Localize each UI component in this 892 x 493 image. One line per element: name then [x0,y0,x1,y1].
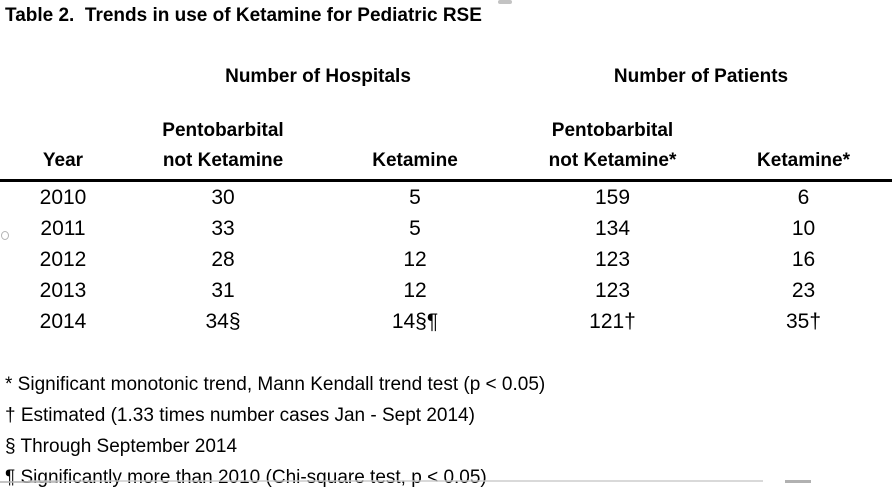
column-header-patients-pentobarbital: Pentobarbital not Ketamine* [510,92,715,182]
cell-patients-ketamine: 10 [791,216,816,240]
cell-hospitals-pentobarbital: 34§ [205,309,241,333]
column-header-line: Pentobarbital [551,120,674,141]
cell-year: 2014 [39,309,87,333]
cell-patients-pentobarbital: 159 [594,185,631,209]
cell-hospitals-pentobarbital: 33 [211,216,235,240]
cell-hospitals-pentobarbital: 30 [211,185,235,209]
table-body: 2010 30 5 159 6 2011 33 5 134 10 2012 28… [0,181,892,338]
group-header-spacer [0,29,126,92]
ketamine-trends-table: Number of Hospitals Number of Patients Y… [0,29,892,337]
cell-year: 2012 [39,247,87,271]
group-header-patients: Number of Patients [613,66,789,87]
cell-hospitals-ketamine: 14§¶ [391,309,439,333]
table-row-2011: 2011 33 5 134 10 [0,213,892,244]
table-title: Table 2. Trends in use of Ketamine for P… [5,5,482,26]
cell-year: 2010 [39,185,87,209]
group-header-hospitals: Number of Hospitals [225,66,411,87]
cell-patients-ketamine: 23 [791,278,816,302]
cell-hospitals-ketamine: 12 [403,247,427,271]
column-header-line: not Ketamine [162,150,284,171]
table-header: Number of Hospitals Number of Patients Y… [0,29,892,182]
column-header-patients-ketamine: Ketamine* [715,92,892,182]
column-header-year: Year [0,92,126,182]
group-header-row: Number of Hospitals Number of Patients [0,29,892,92]
footnote-significant-trend: * Significant monotonic trend, Mann Kend… [5,374,546,395]
cell-patients-pentobarbital: 123 [594,247,631,271]
footnotes: * Significant monotonic trend, Mann Kend… [0,369,892,493]
cell-year: 2011 [40,216,86,240]
column-header-hospitals-pentobarbital: Pentobarbital not Ketamine [126,92,320,182]
cell-hospitals-ketamine: 5 [409,216,421,240]
footnote-through-september: § Through September 2014 [5,436,238,457]
cell-patients-ketamine: 35† [785,309,822,333]
table-row-2014: 2014 34§ 14§¶ 121† 35† [0,306,892,337]
cell-hospitals-ketamine: 5 [409,185,421,209]
cell-year: 2013 [39,278,87,302]
column-header-line: Pentobarbital [162,120,284,141]
cell-patients-ketamine: 16 [791,247,816,271]
footnote-estimated: † Estimated (1.33 times number cases Jan… [5,405,475,426]
column-header-row: Year Pentobarbital not Ketamine Ketamine… [0,92,892,182]
cell-hospitals-pentobarbital: 28 [211,247,235,271]
table-row-2010: 2010 30 5 159 6 [0,181,892,214]
column-header-line: not Ketamine* [548,150,677,171]
column-header-hospitals-ketamine: Ketamine [320,92,510,182]
cell-patients-pentobarbital: 123 [594,278,631,302]
cell-patients-pentobarbital: 134 [594,216,631,240]
table-row-2013: 2013 31 12 123 23 [0,275,892,306]
cell-patients-ketamine: 6 [797,185,810,209]
footnote-chi-square: ¶ Significantly more than 2010 (Chi-squa… [5,467,487,488]
table-row-2012: 2012 28 12 123 16 [0,244,892,275]
cell-hospitals-ketamine: 12 [403,278,427,302]
cell-hospitals-pentobarbital: 31 [211,278,235,302]
cell-patients-pentobarbital: 121† [589,309,636,333]
